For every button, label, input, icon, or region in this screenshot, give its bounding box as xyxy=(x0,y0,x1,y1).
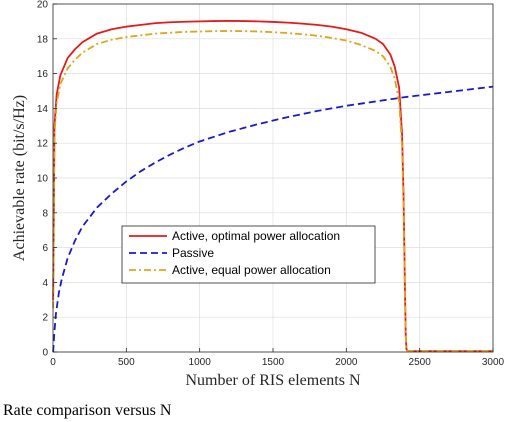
legend-label-equal: Active, equal power allocation xyxy=(172,263,331,277)
y-tick-label: 14 xyxy=(37,104,49,115)
x-tick-label: 2500 xyxy=(409,357,432,368)
y-tick-label: 10 xyxy=(37,174,49,185)
y-tick-label: 12 xyxy=(37,139,49,150)
legend-label-optimal: Active, optimal power allocation xyxy=(172,229,340,243)
y-axis-title: Achievable rate (bit/s/Hz) xyxy=(11,95,28,261)
y-tick-label: 18 xyxy=(37,34,49,45)
x-tick-label: 2000 xyxy=(335,357,358,368)
legend: Active, optimal power allocation Passive… xyxy=(121,225,376,284)
x-tick-label: 1000 xyxy=(189,357,212,368)
figure-caption: Rate comparison versus N xyxy=(3,402,172,419)
y-tick-label: 16 xyxy=(37,69,49,80)
x-tick-label: 0 xyxy=(50,357,56,368)
y-tick-label: 6 xyxy=(42,243,48,254)
legend-label-passive: Passive xyxy=(172,246,214,260)
y-tick-label: 8 xyxy=(42,208,48,219)
series-line-active-equal xyxy=(52,30,493,353)
series-layer xyxy=(52,19,494,353)
x-tick-label: 1500 xyxy=(262,357,285,368)
y-tick-label: 4 xyxy=(42,278,48,289)
x-tick-label: 500 xyxy=(118,357,135,368)
chart: 0 500 1000 1500 2000 2500 3000 0 2 4 6 8 10 12 14 16 18 2… xyxy=(11,0,505,389)
x-tick-label: 3000 xyxy=(482,357,505,368)
y-tick-label: 20 xyxy=(37,0,49,11)
x-axis-title: Number of RIS elements N xyxy=(185,372,361,389)
y-tick-label: 2 xyxy=(42,313,48,324)
ticks: 0 500 1000 1500 2000 2500 3000 0 2 4 6 8 10 12 14 16 18 2… xyxy=(37,0,505,368)
y-tick-label: 0 xyxy=(42,348,48,359)
